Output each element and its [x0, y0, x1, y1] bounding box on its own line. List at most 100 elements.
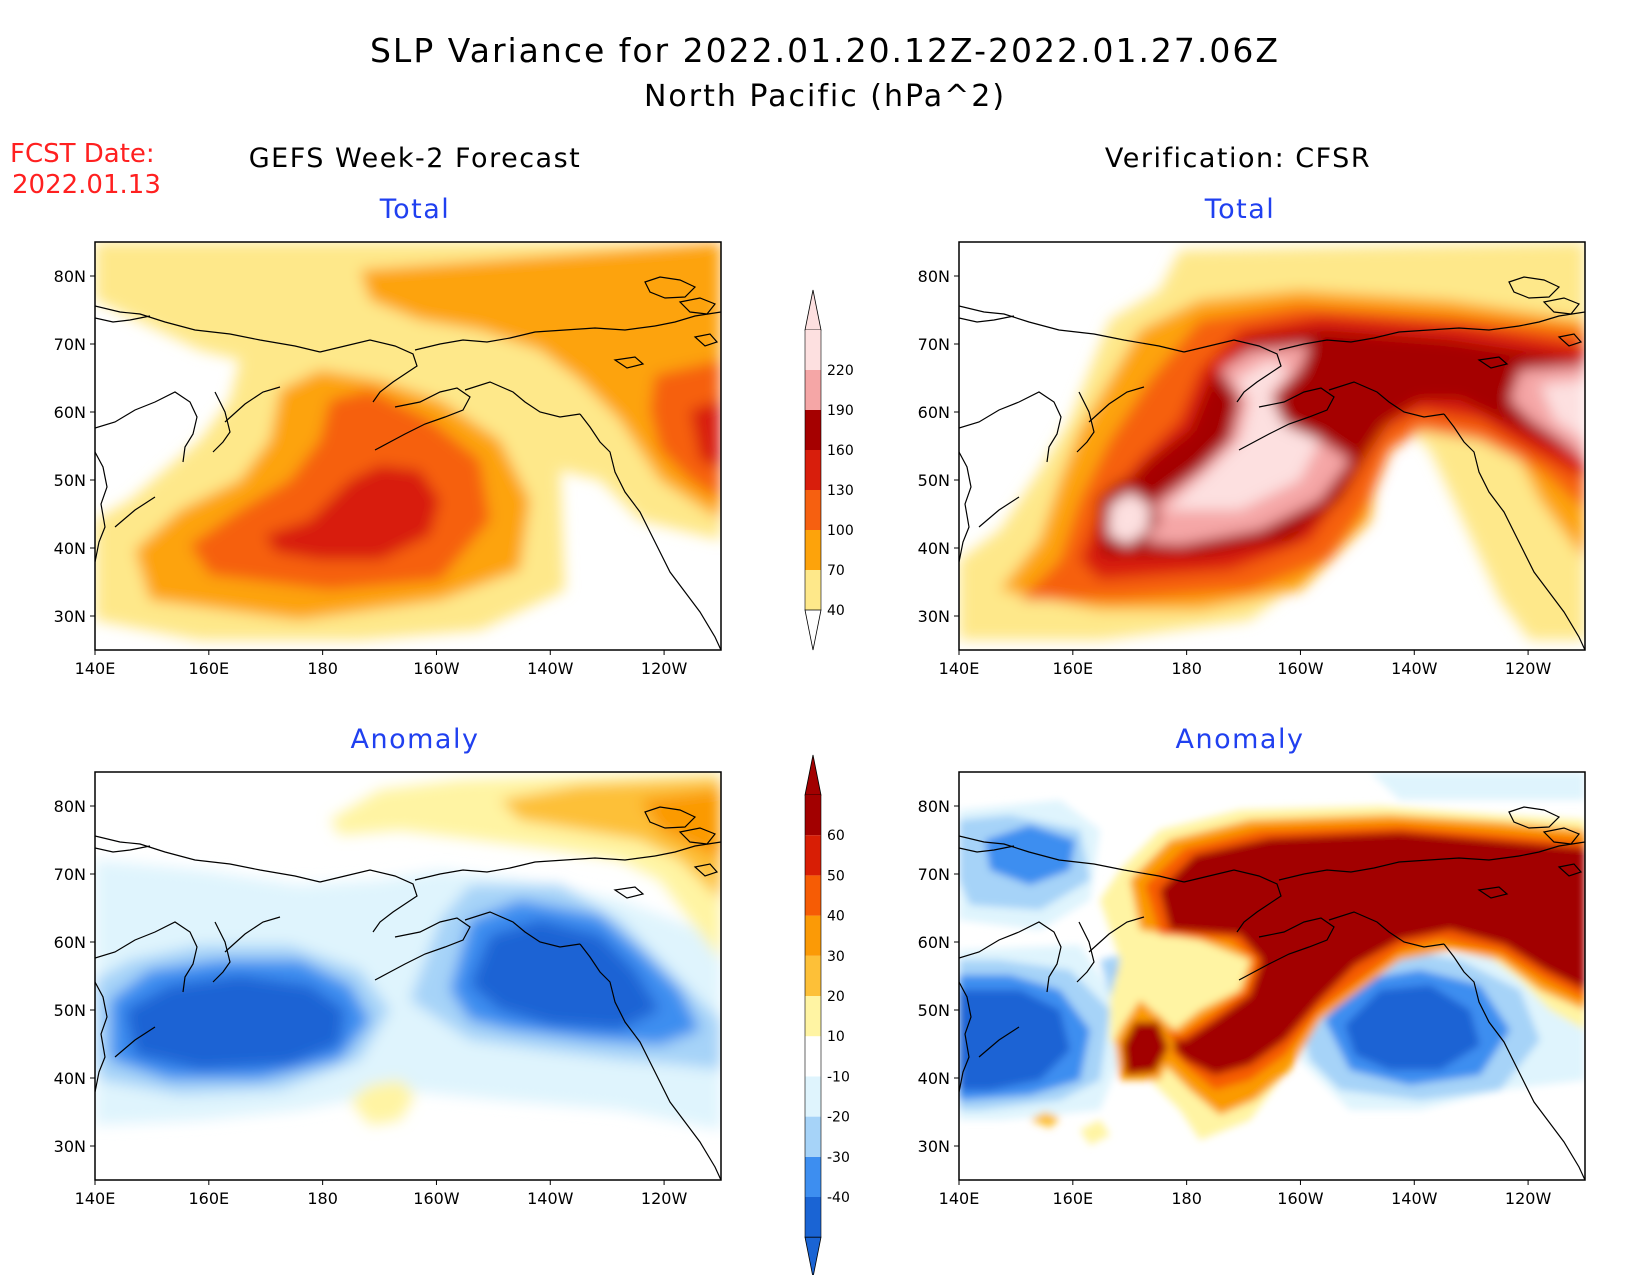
colorbar-anomaly-label: -40 [827, 1190, 850, 1206]
colorbar-total-label: 190 [827, 403, 854, 419]
colorbar-anomaly-label: -30 [827, 1150, 850, 1166]
lat-tick-label-bottom-right: 70N [918, 865, 950, 884]
colorbar-swatch [805, 1076, 821, 1117]
colorbar-anomaly-label: -10 [827, 1069, 850, 1085]
colorbar-swatch [805, 835, 821, 876]
lon-tick-label-top-right: 180 [1171, 659, 1202, 678]
map-panel-forecast-total [94, 241, 722, 651]
lat-tick-label-bottom-right: 80N [918, 797, 950, 816]
left-column-title: GEFS Week-2 Forecast [249, 143, 581, 174]
colorbar-anomaly-label: 20 [827, 989, 845, 1005]
lat-tick-label-top-right: 50N [918, 471, 950, 490]
lat-tick-label-top-left: 80N [54, 267, 86, 286]
lon-tick-label-bottom-right: 120W [1505, 1189, 1552, 1208]
right-column-title: Verification: CFSR [1105, 143, 1371, 174]
fcst-date-value: 2022.01.13 [12, 170, 161, 200]
colorbar-total-label: 70 [827, 563, 845, 579]
lon-tick-label-top-right: 120W [1505, 659, 1552, 678]
colorbar-total: 40 70 100 130 160 190 220 [804, 289, 854, 651]
colorbar-total-label: 160 [827, 443, 854, 459]
map-panel-verification-anomaly [958, 771, 1586, 1181]
subtitle-top-right: Total [1204, 194, 1276, 225]
colorbar-anomaly-label: 60 [827, 828, 845, 844]
lat-tick-label-bottom-left: 40N [54, 1069, 86, 1088]
subtitle-bottom-right: Anomaly [1176, 724, 1305, 755]
colorbar-arrow-bottom [804, 609, 822, 651]
lat-tick-label-bottom-right: 30N [918, 1137, 950, 1156]
lon-tick-label-top-left: 160E [188, 659, 229, 678]
main-title: SLP Variance for 2022.01.20.12Z-2022.01.… [370, 31, 1280, 70]
lat-tick-label-top-left: 50N [54, 471, 86, 490]
colorbar-swatch [805, 1197, 821, 1238]
colorbar-arrow-bottom [804, 1236, 822, 1275]
lat-tick-label-bottom-right: 50N [918, 1001, 950, 1020]
lat-tick-label-bottom-left: 30N [54, 1137, 86, 1156]
lat-tick-label-bottom-left: 50N [54, 1001, 86, 1020]
map-panel-forecast-anomaly [94, 771, 722, 1181]
colorbar-total-label: 100 [827, 523, 854, 539]
colorbar-swatch [805, 490, 821, 530]
lon-tick-label-top-right: 140W [1391, 659, 1438, 678]
colorbar-swatch [805, 1116, 821, 1157]
lon-tick-label-bottom-left: 140E [75, 1189, 116, 1208]
lon-tick-label-top-left: 180 [307, 659, 338, 678]
lat-tick-label-bottom-left: 70N [54, 865, 86, 884]
colorbar-swatch [805, 570, 821, 610]
colorbar-swatch [805, 795, 821, 836]
colorbar-anomaly-label: 40 [827, 909, 845, 925]
colorbar-anomaly-label: 10 [827, 1029, 845, 1045]
lat-tick-label-top-right: 70N [918, 335, 950, 354]
colorbar-swatch [805, 996, 821, 1037]
lon-tick-label-top-left: 140W [527, 659, 574, 678]
lat-tick-label-top-right: 40N [918, 539, 950, 558]
colorbar-swatch [805, 955, 821, 996]
lon-tick-label-bottom-right: 160W [1277, 1189, 1324, 1208]
lon-tick-label-bottom-left: 140W [527, 1189, 574, 1208]
main-subtitle: North Pacific (hPa^2) [644, 79, 1006, 114]
lon-tick-label-bottom-right: 140E [939, 1189, 980, 1208]
colorbar-total-label: 130 [827, 483, 854, 499]
lon-tick-label-bottom-right: 180 [1171, 1189, 1202, 1208]
lat-tick-label-top-left: 60N [54, 403, 86, 422]
colorbar-swatch [805, 875, 821, 916]
lon-tick-label-bottom-left: 180 [307, 1189, 338, 1208]
map-panel-verification-total [958, 241, 1586, 651]
lat-tick-label-top-left: 40N [54, 539, 86, 558]
lon-tick-label-top-left: 160W [413, 659, 460, 678]
lon-tick-label-bottom-left: 160W [413, 1189, 460, 1208]
colorbar-swatch [805, 330, 821, 370]
fcst-date-label: FCST Date: [10, 139, 155, 169]
colorbar-total-label: 40 [827, 603, 845, 619]
colorbar-swatch [805, 915, 821, 956]
lat-tick-label-top-left: 30N [54, 607, 86, 626]
colorbar-swatch [805, 1036, 821, 1077]
colorbar-arrow-top [804, 289, 822, 331]
colorbar-swatch [805, 450, 821, 490]
lon-tick-label-top-right: 140E [939, 659, 980, 678]
colorbar-anomaly-label: 30 [827, 949, 845, 965]
subtitle-bottom-left: Anomaly [351, 724, 480, 755]
lat-tick-label-top-right: 30N [918, 607, 950, 626]
lat-tick-label-bottom-right: 40N [918, 1069, 950, 1088]
lon-tick-label-bottom-left: 160E [188, 1189, 229, 1208]
colorbar-arrow-top [804, 754, 822, 796]
subtitle-top-left: Total [379, 194, 451, 225]
colorbar-anomaly-label: -20 [827, 1110, 850, 1126]
lon-tick-label-top-right: 160W [1277, 659, 1324, 678]
lat-tick-label-top-left: 70N [54, 335, 86, 354]
lat-tick-label-bottom-right: 60N [918, 933, 950, 952]
colorbar-swatch [805, 1156, 821, 1197]
lon-tick-label-bottom-left: 120W [641, 1189, 688, 1208]
lat-tick-label-bottom-left: 60N [54, 933, 86, 952]
lon-tick-label-top-left: 120W [641, 659, 688, 678]
lon-tick-label-top-left: 140E [75, 659, 116, 678]
lon-tick-label-bottom-right: 140W [1391, 1189, 1438, 1208]
lon-tick-label-top-right: 160E [1052, 659, 1093, 678]
lat-tick-label-bottom-left: 80N [54, 797, 86, 816]
colorbar-swatch [805, 410, 821, 450]
colorbar-swatch [805, 530, 821, 570]
colorbar-swatch [805, 370, 821, 410]
colorbar-anomaly-label: 50 [827, 868, 845, 884]
colorbar-anomaly: -40 -30 -20 -10 10 20 30 40 50 60 [804, 754, 850, 1275]
lat-tick-label-top-right: 80N [918, 267, 950, 286]
